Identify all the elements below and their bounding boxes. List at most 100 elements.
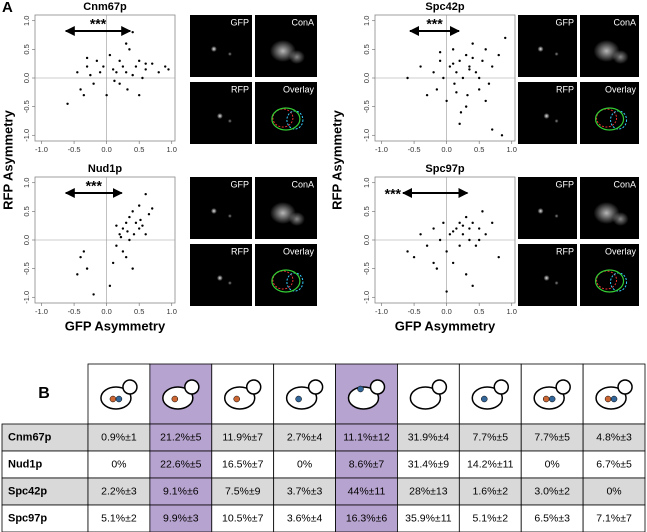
- data-point: [442, 221, 445, 225]
- data-point: [451, 230, 455, 233]
- data-point: [132, 233, 136, 236]
- cell-icon-dot: [357, 385, 364, 393]
- data-point: [477, 238, 481, 242]
- x-tick-label: 1.0: [167, 145, 177, 154]
- data-point: [461, 233, 465, 236]
- cell-value: 16.5%±7: [222, 458, 264, 470]
- data-point: [464, 53, 468, 57]
- data-point: [157, 71, 160, 74]
- cell-icon: [409, 386, 442, 410]
- data-point: [487, 82, 491, 85]
- row-header-cell: [1, 450, 89, 479]
- data-point: [128, 238, 131, 242]
- image-label: ConA: [613, 179, 636, 189]
- x-tick-label: 0.0: [441, 145, 451, 154]
- data-point: [111, 68, 115, 71]
- y-tick-label: -0.5: [22, 100, 31, 113]
- x-tick-label: 0.5: [474, 307, 484, 316]
- spot: [543, 275, 550, 281]
- image-label: RFP: [231, 84, 249, 94]
- data-point: [141, 224, 144, 227]
- cell-value: 1.6%±2: [473, 485, 509, 497]
- y-axis-label: RFP Asymmetry: [329, 109, 344, 209]
- x-tick-label: 0.0: [441, 307, 451, 316]
- data-point: [468, 68, 471, 71]
- image-label: ConA: [291, 17, 314, 27]
- data-point: [115, 244, 118, 247]
- y-tick-label: 1.0: [362, 16, 371, 26]
- x-tick-label: 1.0: [507, 145, 517, 154]
- table-cell: [87, 450, 151, 479]
- data-point: [458, 244, 461, 247]
- data-point: [76, 71, 79, 74]
- spot: [216, 275, 223, 281]
- spot: [537, 208, 544, 214]
- cell-icon-bud: [245, 379, 262, 395]
- data-point: [438, 59, 442, 63]
- cell-value: 7.7%±5: [473, 431, 509, 443]
- data-point: [108, 53, 112, 57]
- data-point: [124, 71, 128, 74]
- x-tick-label: 0.5: [134, 145, 144, 154]
- data-point: [468, 65, 471, 68]
- x-tick-label: -1.0: [375, 145, 388, 154]
- data-point: [131, 210, 134, 213]
- cell-value: 7.7%±5: [534, 431, 570, 443]
- cell-icon-dot: [542, 395, 550, 403]
- data-point: [115, 224, 118, 227]
- data-point: [471, 42, 474, 45]
- cell-value: 0%: [111, 458, 126, 470]
- cell-icon-dot: [171, 395, 179, 403]
- data-point: [468, 227, 471, 230]
- cell-value: 10.5%±7: [222, 512, 264, 524]
- row-name: Spc42p: [8, 485, 47, 497]
- data-point: [464, 273, 468, 276]
- data-point: [89, 73, 92, 77]
- data-point: [95, 59, 99, 63]
- spot: [554, 214, 559, 218]
- data-point: [126, 230, 129, 233]
- x-tick-label: -0.5: [68, 307, 81, 316]
- data-point: [484, 233, 487, 236]
- data-point: [92, 293, 95, 296]
- cell-value: 22.6%±5: [160, 458, 202, 470]
- data-point: [425, 93, 429, 97]
- cell-icon-bud: [431, 379, 448, 395]
- data-point: [102, 65, 105, 68]
- data-point: [105, 93, 108, 97]
- plot-title: Spc97p: [425, 163, 464, 175]
- image-label: RFP: [556, 84, 574, 94]
- table-cell: [211, 423, 275, 452]
- data-point: [458, 59, 461, 63]
- cell-value: 3.0%±2: [534, 485, 570, 497]
- data-point: [79, 88, 82, 91]
- data-point: [448, 233, 452, 236]
- significance-label: ***: [385, 186, 402, 202]
- table-cell: [273, 450, 336, 479]
- cell-value: 6.5%±3: [534, 512, 570, 524]
- data-point: [137, 227, 141, 230]
- y-tick-label: -1.0: [362, 291, 371, 304]
- spot: [227, 52, 232, 56]
- image-label: RFP: [231, 246, 249, 256]
- data-point: [445, 250, 448, 253]
- image-label: RFP: [556, 246, 574, 256]
- data-point: [438, 51, 442, 54]
- cell-signal: [288, 212, 305, 226]
- plot-title: Nud1p: [88, 163, 123, 175]
- cell-icon-dot: [481, 395, 488, 403]
- cell-icon-bud: [122, 379, 138, 395]
- spot: [210, 46, 217, 52]
- table-cell: [273, 504, 336, 532]
- micrograph: [190, 244, 252, 306]
- cell-icon-bud: [617, 379, 633, 395]
- cell-icon-dot: [233, 395, 240, 403]
- y-tick-label: -0.5: [22, 262, 31, 275]
- x-tick-label: 0.0: [101, 145, 111, 154]
- cell-value: 5.1%±2: [101, 512, 137, 524]
- image-label: ConA: [613, 17, 636, 27]
- cell-value: 3.7%±3: [287, 485, 323, 497]
- data-point: [504, 36, 507, 40]
- x-tick-label: -0.5: [68, 145, 81, 154]
- data-point: [451, 48, 455, 51]
